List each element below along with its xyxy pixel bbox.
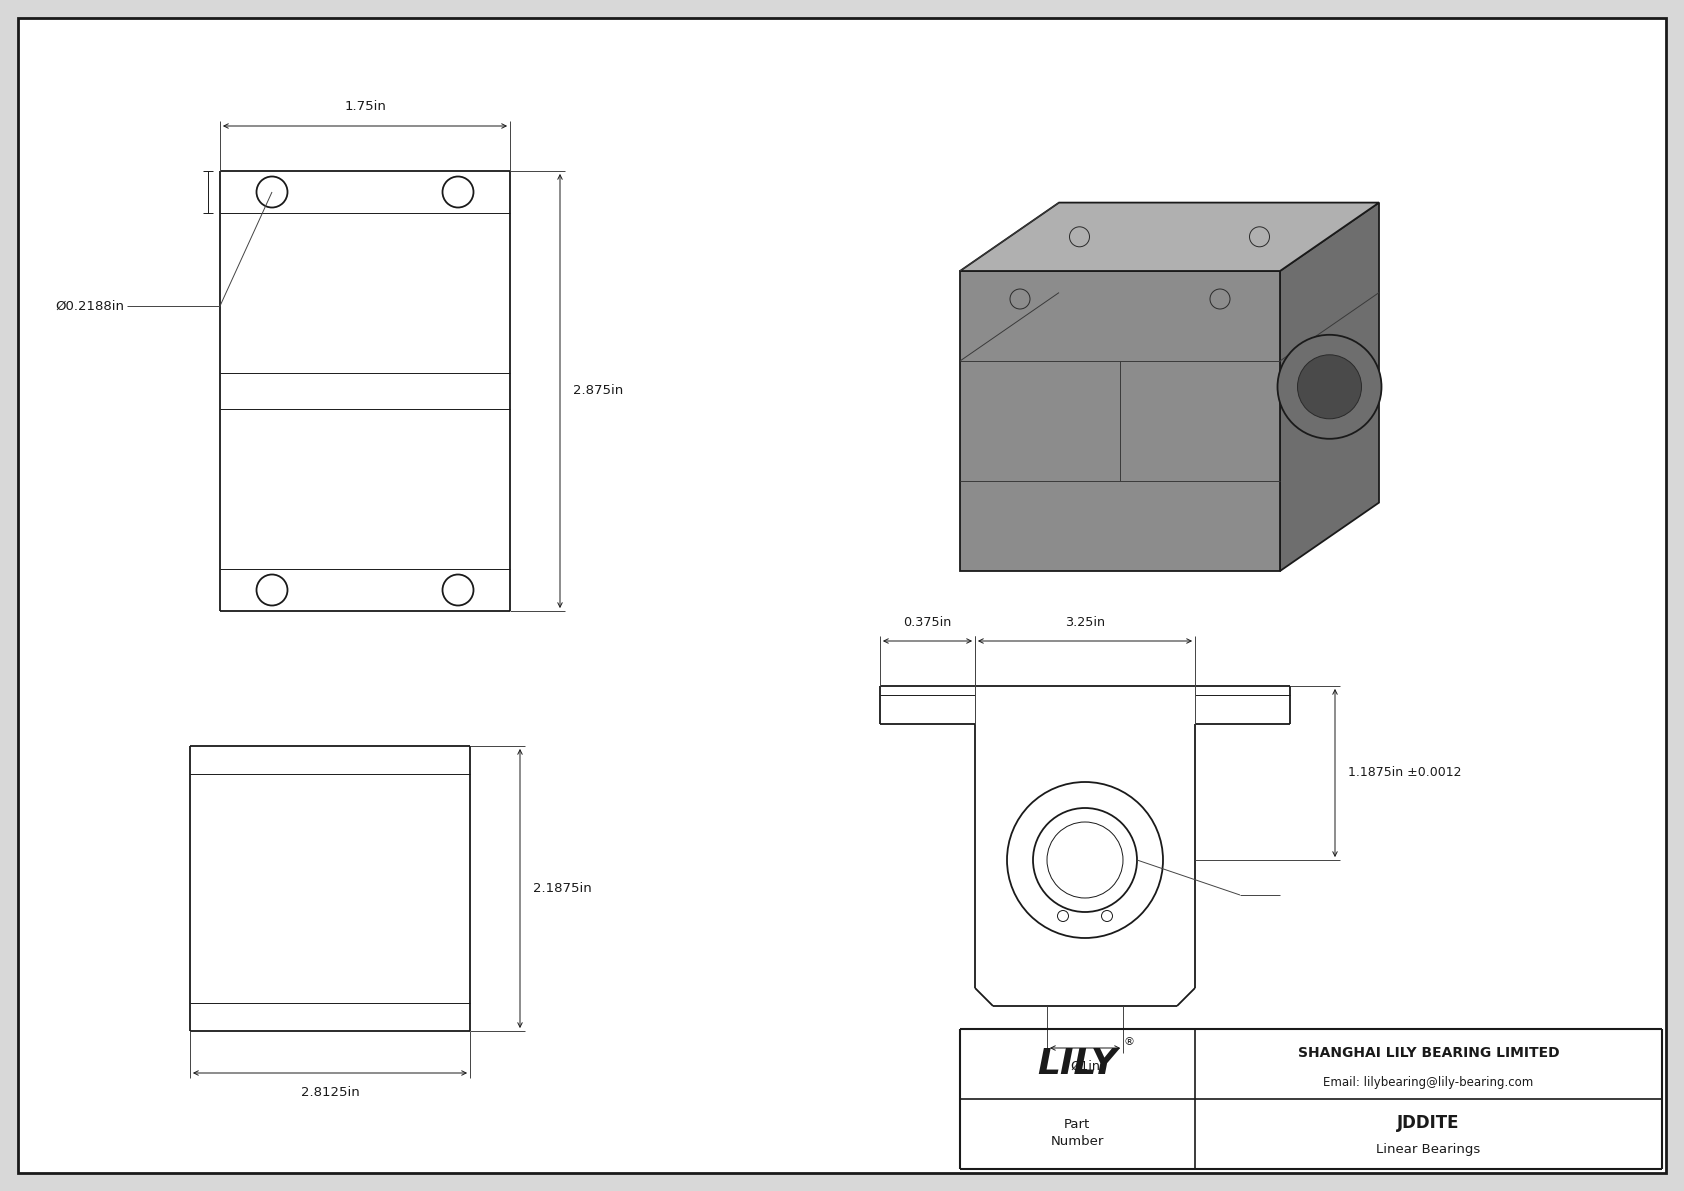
Circle shape <box>1297 355 1361 419</box>
Text: 0.375in: 0.375in <box>903 616 951 629</box>
Text: Email: lilybearing@lily-bearing.com: Email: lilybearing@lily-bearing.com <box>1324 1075 1534 1089</box>
Text: SHANGHAI LILY BEARING LIMITED: SHANGHAI LILY BEARING LIMITED <box>1298 1046 1559 1060</box>
Text: Linear Bearings: Linear Bearings <box>1376 1143 1480 1156</box>
Text: Ø0.2188in: Ø0.2188in <box>56 299 125 312</box>
Text: Part
Number: Part Number <box>1051 1117 1103 1148</box>
Text: 2.875in: 2.875in <box>573 385 623 398</box>
Text: 2.1875in: 2.1875in <box>534 883 591 894</box>
Text: LILY: LILY <box>1037 1047 1116 1081</box>
Text: 3.25in: 3.25in <box>1064 616 1105 629</box>
Text: JDDITE: JDDITE <box>1398 1114 1460 1131</box>
Circle shape <box>1278 335 1381 438</box>
Text: 1.75in: 1.75in <box>344 100 386 113</box>
Text: 1.1875in ±0.0012: 1.1875in ±0.0012 <box>1347 767 1462 779</box>
Polygon shape <box>960 202 1379 272</box>
Polygon shape <box>1280 202 1379 570</box>
Text: Ø1in: Ø1in <box>1069 1060 1100 1073</box>
Text: ®: ® <box>1123 1037 1135 1047</box>
Text: 2.8125in: 2.8125in <box>301 1086 359 1099</box>
Polygon shape <box>960 272 1280 570</box>
